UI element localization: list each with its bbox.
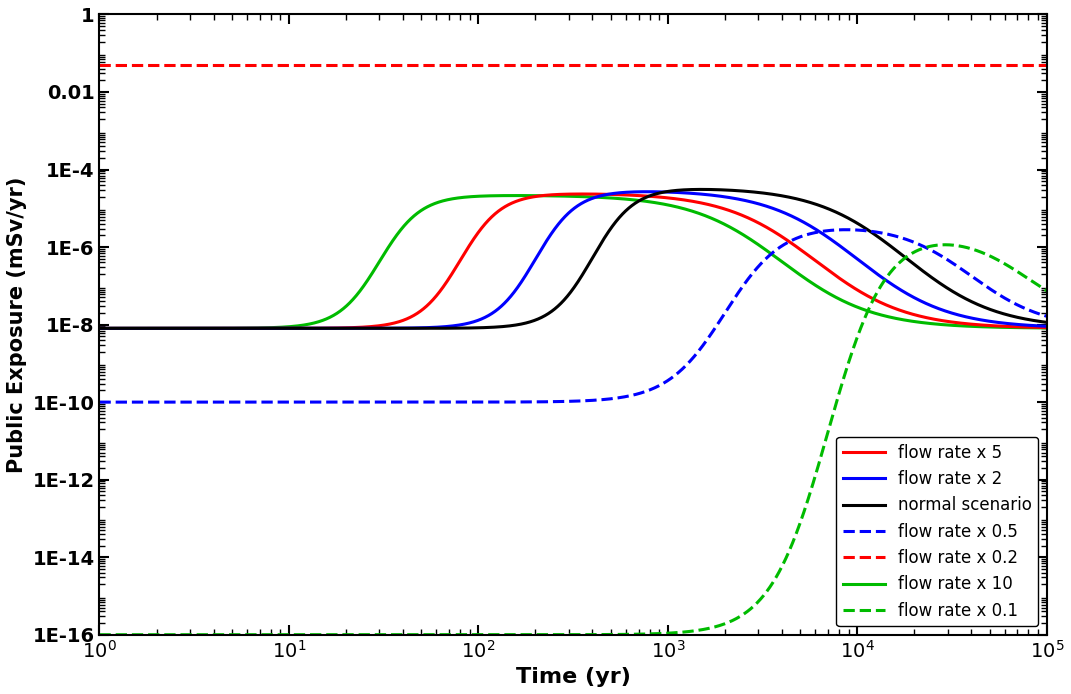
X-axis label: Time (yr): Time (yr) [516, 667, 631, 687]
flow rate x 0.1 [1040, 287, 1053, 295]
flow rate x 0.1 [491, 631, 503, 639]
flow rate x 5 [782, 237, 795, 245]
flow rate x 10 [1011, 323, 1024, 332]
flow rate x 5 [499, 203, 512, 211]
Y-axis label: Public Exposure (mSv/yr): Public Exposure (mSv/yr) [6, 176, 27, 473]
flow rate x 10 [543, 192, 556, 200]
normal scenario [499, 322, 512, 330]
flow rate x 0.5 [543, 398, 556, 406]
flow rate x 0.5 [781, 238, 794, 246]
flow rate x 5 [1011, 323, 1024, 331]
flow rate x 0.5 [1040, 312, 1053, 321]
flow rate x 0.5 [964, 271, 977, 280]
flow rate x 10 [510, 192, 523, 200]
flow rate x 5 [1040, 323, 1053, 332]
flow rate x 5 [964, 320, 977, 328]
flow rate x 2 [964, 314, 977, 322]
normal scenario [964, 297, 977, 305]
flow rate x 0.5 [1011, 301, 1024, 310]
flow rate x 2 [491, 305, 503, 314]
flow rate x 0.1 [781, 550, 794, 559]
flow rate x 0.5 [93, 398, 106, 406]
flow rate x 0.1 [499, 631, 512, 639]
flow rate x 0.2 [93, 60, 106, 69]
flow rate x 5 [576, 190, 589, 198]
Line: flow rate x 0.1: flow rate x 0.1 [100, 245, 1046, 635]
Line: flow rate x 10: flow rate x 10 [100, 196, 1046, 328]
flow rate x 2 [93, 324, 106, 332]
flow rate x 2 [640, 187, 653, 196]
flow rate x 10 [499, 192, 512, 200]
flow rate x 10 [93, 324, 106, 332]
flow rate x 10 [782, 262, 795, 270]
flow rate x 0.1 [939, 241, 952, 249]
normal scenario [543, 309, 556, 317]
Line: flow rate x 2: flow rate x 2 [100, 192, 1046, 328]
normal scenario [695, 185, 708, 194]
flow rate x 0.1 [1011, 268, 1024, 276]
Line: flow rate x 0.5: flow rate x 0.5 [100, 230, 1046, 402]
Line: flow rate x 5: flow rate x 5 [100, 194, 1046, 328]
flow rate x 0.5 [840, 226, 853, 234]
flow rate x 0.1 [543, 631, 556, 639]
Legend: flow rate x 5, flow rate x 2, normal scenario, flow rate x 0.5, flow rate x 0.2,: flow rate x 5, flow rate x 2, normal sce… [836, 437, 1039, 627]
normal scenario [491, 323, 503, 331]
flow rate x 5 [543, 191, 556, 199]
flow rate x 2 [782, 210, 795, 219]
flow rate x 5 [491, 208, 503, 216]
normal scenario [1040, 319, 1053, 327]
flow rate x 0.1 [93, 631, 106, 639]
flow rate x 2 [1011, 321, 1024, 329]
flow rate x 5 [93, 324, 106, 332]
flow rate x 0.5 [499, 398, 512, 406]
flow rate x 10 [1040, 324, 1053, 332]
flow rate x 10 [491, 192, 503, 200]
flow rate x 10 [964, 322, 977, 330]
normal scenario [1011, 313, 1024, 321]
normal scenario [93, 324, 106, 332]
flow rate x 2 [499, 298, 512, 307]
flow rate x 2 [1040, 322, 1053, 330]
flow rate x 0.1 [964, 244, 977, 253]
Line: normal scenario: normal scenario [100, 189, 1046, 328]
flow rate x 0.5 [491, 398, 503, 406]
flow rate x 2 [543, 232, 556, 240]
normal scenario [782, 193, 795, 201]
